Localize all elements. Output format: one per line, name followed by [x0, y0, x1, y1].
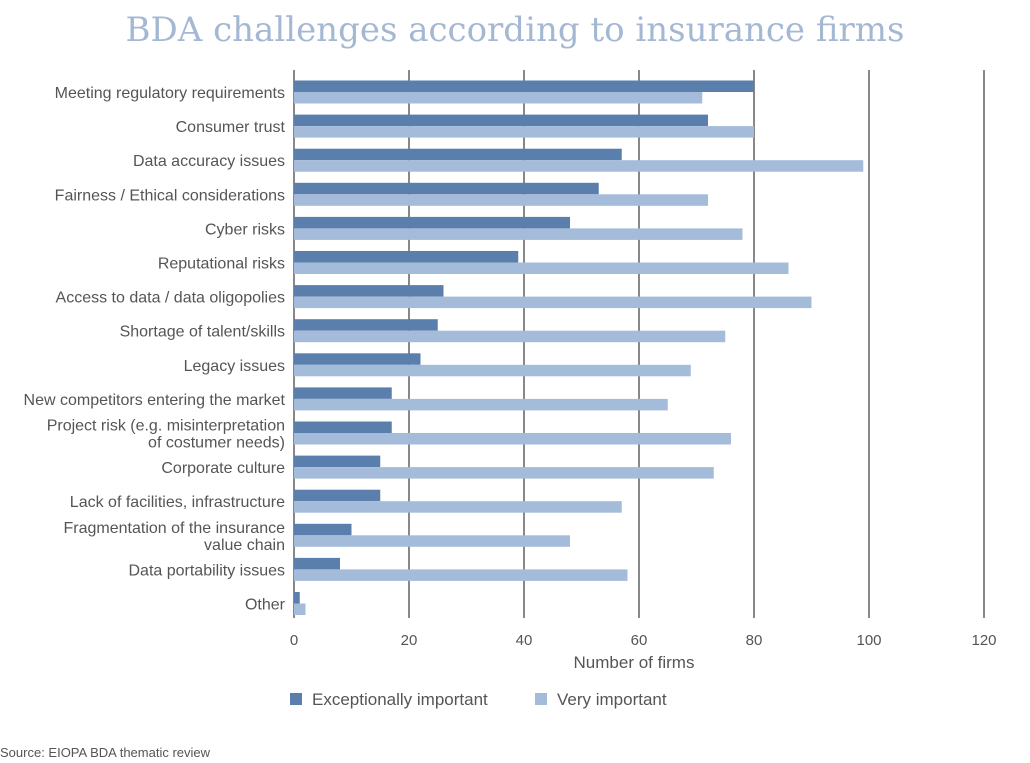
category-label: Legacy issues — [184, 358, 285, 375]
category-label: Reputational risks — [158, 256, 285, 273]
bar — [294, 80, 754, 92]
bar — [294, 330, 726, 343]
legend-item-very-important: Very important — [535, 690, 667, 710]
bar — [294, 228, 743, 240]
category-label: Corporate culture — [161, 460, 285, 477]
x-tick-label: 120 — [971, 632, 996, 649]
bar — [294, 535, 570, 547]
bar — [294, 285, 444, 297]
bar — [294, 319, 438, 331]
bar — [294, 194, 708, 206]
bar — [294, 501, 622, 513]
bar — [294, 92, 703, 104]
bar — [294, 557, 340, 570]
x-axis-label: Number of firms — [574, 653, 695, 672]
bar — [294, 148, 622, 161]
x-tick-label: 40 — [516, 632, 533, 649]
bar — [294, 296, 812, 309]
bars — [294, 80, 864, 615]
x-tick-label: 0 — [290, 632, 298, 649]
bar — [294, 353, 421, 365]
category-label: New competitors entering the market — [24, 392, 286, 409]
bar — [294, 398, 668, 411]
source-note: Source: EIOPA BDA thematic review — [0, 745, 211, 760]
bar — [294, 251, 519, 263]
tick-labels: 0 20 40 60 80 100 120 — [290, 632, 997, 649]
bar — [294, 387, 392, 399]
legend-label: Exceptionally important — [312, 690, 488, 709]
legend-label: Very important — [557, 690, 667, 709]
bar — [294, 182, 599, 195]
category-label: value chain — [204, 537, 285, 554]
bar — [294, 216, 570, 229]
bar — [294, 455, 381, 468]
x-tick-label: 100 — [856, 632, 881, 649]
x-tick-label: 20 — [401, 632, 418, 649]
legend-swatch — [535, 692, 547, 705]
category-label: of costumer needs) — [148, 435, 285, 452]
x-tick-label: 60 — [631, 632, 648, 649]
category-label: Cyber risks — [205, 221, 285, 238]
category-label: Meeting regulatory requirements — [55, 85, 285, 102]
category-label: Data portability issues — [128, 562, 285, 579]
bar — [294, 433, 731, 445]
legend-swatch — [290, 692, 302, 705]
category-labels: Meeting regulatory requirements Consumer … — [24, 85, 286, 614]
category-label: Project risk (e.g. misinterpretation — [47, 418, 285, 435]
category-label: Fragmentation of the insurance — [64, 520, 286, 537]
bar — [294, 603, 306, 615]
bar — [294, 421, 392, 433]
bar — [294, 126, 754, 138]
category-label: Shortage of talent/skills — [120, 324, 285, 341]
bar — [294, 160, 864, 172]
category-label: Consumer trust — [176, 119, 286, 136]
category-label: Fairness / Ethical considerations — [55, 187, 285, 204]
bar — [294, 364, 691, 377]
category-label: Access to data / data oligopolies — [56, 290, 285, 307]
x-tick-label: 80 — [746, 632, 763, 649]
bar — [294, 592, 300, 604]
bar — [294, 114, 708, 127]
bar — [294, 467, 714, 479]
legend-item-exceptionally-important: Exceptionally important — [290, 690, 488, 710]
bar — [294, 523, 352, 536]
bar — [294, 489, 381, 502]
bar — [294, 262, 789, 274]
category-label: Other — [245, 597, 286, 614]
category-label: Data accuracy issues — [133, 153, 285, 170]
category-label: Lack of facilities, infrastructure — [70, 494, 285, 511]
chart-title: BDA challenges according to insurance fi… — [125, 10, 905, 50]
bar — [294, 569, 628, 581]
